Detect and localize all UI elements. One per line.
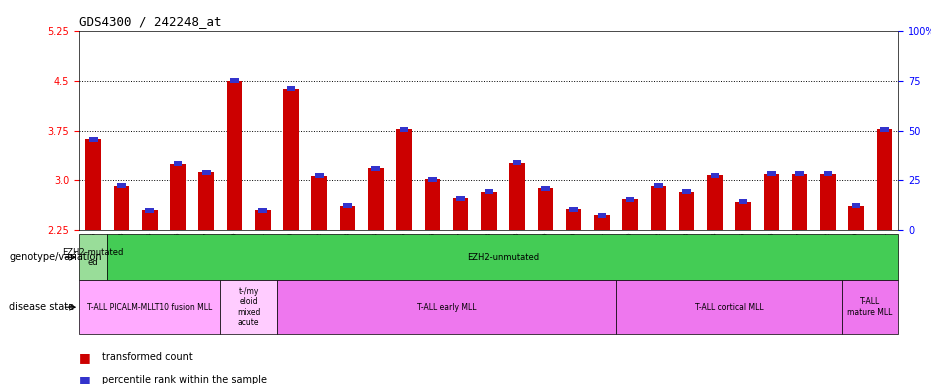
Bar — [616, 280, 842, 334]
Text: T-ALL early MLL: T-ALL early MLL — [417, 303, 476, 312]
Bar — [598, 213, 606, 218]
Bar — [842, 280, 898, 334]
Text: ■: ■ — [79, 374, 91, 384]
Text: EZH2-unmutated: EZH2-unmutated — [466, 253, 539, 262]
Bar — [79, 234, 107, 280]
Bar — [541, 186, 549, 191]
Bar — [710, 173, 719, 178]
Bar — [707, 175, 722, 230]
Bar — [259, 208, 267, 213]
Bar — [566, 209, 581, 230]
Bar — [174, 161, 182, 166]
Bar — [513, 160, 521, 165]
Text: ■: ■ — [79, 351, 91, 364]
Bar — [368, 169, 384, 230]
Bar — [397, 129, 412, 230]
Bar — [880, 127, 888, 132]
Bar — [594, 215, 610, 230]
Bar — [86, 139, 101, 230]
Bar — [735, 202, 750, 230]
Bar — [484, 189, 493, 194]
Bar — [287, 86, 295, 91]
Bar — [852, 203, 860, 208]
Bar — [791, 174, 807, 230]
Bar — [255, 210, 271, 230]
Bar — [170, 164, 186, 230]
Bar — [114, 186, 129, 230]
Bar — [425, 179, 440, 230]
Text: transformed count: transformed count — [102, 352, 193, 362]
Bar — [312, 176, 327, 230]
Bar — [682, 189, 691, 194]
Bar — [283, 89, 299, 230]
Bar — [537, 189, 553, 230]
Bar — [654, 183, 663, 188]
Bar — [399, 127, 409, 132]
Bar — [876, 129, 892, 230]
Bar — [145, 208, 154, 213]
Bar — [315, 173, 324, 178]
Bar — [344, 203, 352, 208]
Text: T-ALL
mature MLL: T-ALL mature MLL — [847, 298, 893, 317]
Bar — [848, 206, 864, 230]
Bar — [202, 170, 210, 175]
Text: genotype/variation: genotype/variation — [9, 252, 101, 262]
Bar — [117, 183, 126, 188]
Bar — [824, 171, 832, 176]
Bar — [481, 192, 496, 230]
Bar — [456, 196, 465, 201]
Bar — [452, 199, 468, 230]
Bar — [569, 207, 578, 212]
Bar — [198, 172, 214, 230]
Bar — [371, 166, 380, 171]
Bar — [795, 171, 803, 176]
Text: percentile rank within the sample: percentile rank within the sample — [102, 375, 267, 384]
Bar — [509, 162, 525, 230]
Text: t-/my
eloid
mixed
acute: t-/my eloid mixed acute — [237, 287, 261, 327]
Bar — [227, 81, 242, 230]
Bar — [626, 197, 634, 202]
Bar — [820, 174, 835, 230]
Bar — [79, 280, 221, 334]
Bar — [230, 78, 238, 83]
Text: disease state: disease state — [9, 302, 74, 312]
Bar — [428, 177, 437, 182]
Bar — [277, 280, 616, 334]
Bar — [739, 199, 748, 204]
Bar — [679, 192, 695, 230]
Bar — [622, 199, 638, 230]
Text: T-ALL PICALM-MLLT10 fusion MLL: T-ALL PICALM-MLLT10 fusion MLL — [88, 303, 212, 312]
Bar — [340, 206, 356, 230]
Text: EZH2-mutated
ed: EZH2-mutated ed — [62, 248, 124, 267]
Bar — [767, 171, 776, 176]
Bar — [651, 186, 666, 230]
Bar — [89, 137, 98, 142]
Bar — [221, 280, 277, 334]
Text: T-ALL cortical MLL: T-ALL cortical MLL — [695, 303, 763, 312]
Bar — [142, 210, 157, 230]
Bar — [763, 174, 779, 230]
Text: GDS4300 / 242248_at: GDS4300 / 242248_at — [79, 15, 222, 28]
